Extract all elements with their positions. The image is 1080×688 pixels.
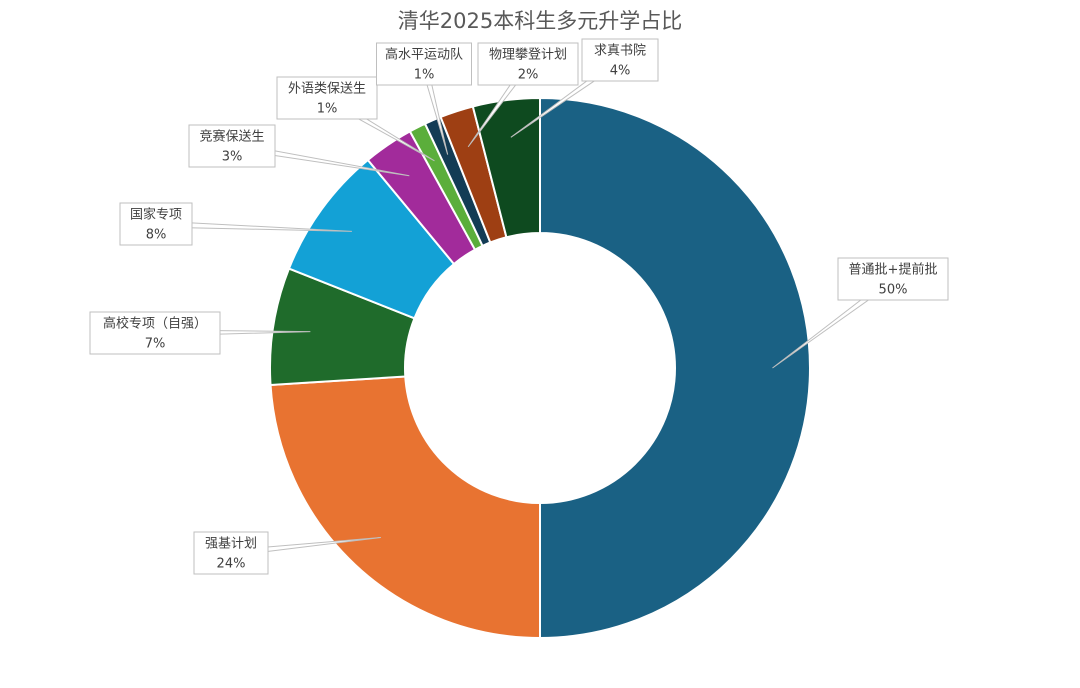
slice — [269, 375, 541, 640]
labels: 普通批+提前批 50% 强基计划 24% 高校专项（自强） 7% 国家专项 8% 竞赛保送生 3%… — [89, 38, 949, 575]
category-label: 物理攀登计划 — [489, 48, 567, 63]
label-box — [477, 42, 579, 86]
slice — [539, 96, 811, 640]
slice — [471, 96, 541, 239]
category-label: 高校专项（自强） — [103, 316, 207, 332]
value-label: 50% — [879, 283, 908, 298]
label-box — [837, 257, 949, 301]
value-label: 1% — [414, 68, 435, 83]
value-label: 7% — [145, 337, 166, 352]
label-box — [89, 311, 221, 355]
category-label: 竞赛保送生 — [199, 129, 264, 145]
value-label: 4% — [610, 64, 631, 79]
category-label: 求真书院 — [594, 44, 646, 59]
label-box — [119, 202, 193, 246]
value-label: 8% — [146, 228, 167, 243]
category-label: 强基计划 — [205, 537, 257, 552]
label-box — [276, 76, 378, 120]
label-box — [581, 38, 659, 82]
category-label: 外语类保送生 — [288, 82, 366, 97]
label-box — [188, 124, 276, 168]
category-label: 普通批+提前批 — [849, 262, 938, 278]
value-label: 2% — [518, 68, 539, 83]
label-box — [376, 42, 472, 86]
label-box — [193, 531, 269, 575]
value-label: 24% — [217, 557, 246, 572]
chart-title: 清华2025本科生多元升学占比 — [398, 9, 682, 33]
value-label: 3% — [222, 150, 243, 165]
value-label: 1% — [317, 102, 338, 117]
category-label: 国家专项 — [130, 207, 182, 223]
category-label: 高水平运动队 — [385, 47, 463, 63]
donut — [269, 96, 811, 640]
